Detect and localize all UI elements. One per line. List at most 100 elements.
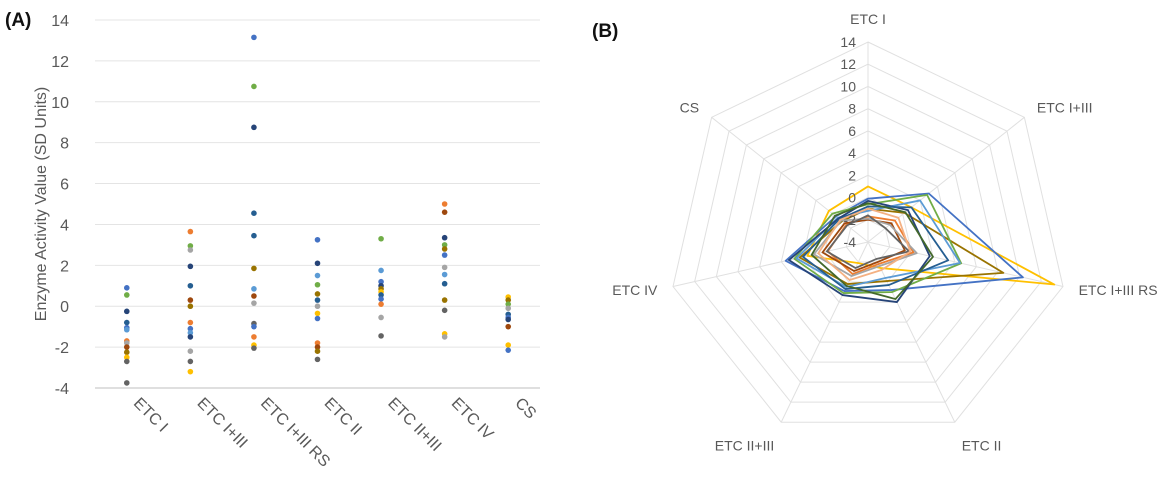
radar-grid-ring <box>802 174 934 303</box>
scatter-point <box>441 234 448 241</box>
scatter-point <box>251 300 257 306</box>
radar-grid-ring <box>694 63 1042 403</box>
scatter-point <box>314 348 321 355</box>
radar-r-tick-label: 4 <box>848 145 856 161</box>
radar-series-line <box>810 202 934 300</box>
scatter-point <box>505 316 512 323</box>
radar-chart: -4 -2 0 2 4 6 8 10 12 14 ETC I ETC I+III ETC I+III … <box>612 11 1157 454</box>
scatter-point <box>441 264 448 271</box>
y-tick-label: 8 <box>60 136 69 153</box>
radar-spoke <box>672 241 869 287</box>
panel-b-label: (B) <box>592 21 618 42</box>
scatter-point <box>187 247 194 253</box>
radar-grid-ring <box>715 85 1021 383</box>
radar-r-tick-label: -2 <box>844 212 857 228</box>
scatter-point <box>314 291 321 297</box>
scatter-point <box>378 314 384 321</box>
scatter-point <box>378 296 384 302</box>
y-tick-label: 14 <box>51 13 69 30</box>
scatter-point <box>187 334 194 340</box>
scatter-point <box>123 319 130 326</box>
x-tick-label: ETC I+III <box>194 395 251 452</box>
radar-r-tick-label: 6 <box>848 123 856 139</box>
scatter-point <box>187 348 194 355</box>
radar-r-tick-label: 8 <box>848 101 856 117</box>
scatter-point <box>441 246 448 252</box>
scatter-point <box>441 334 448 340</box>
scatter-point <box>123 326 130 333</box>
scatter-point <box>441 280 448 287</box>
scatter-point <box>441 307 448 314</box>
scatter-point <box>251 334 257 340</box>
radar-series <box>784 185 1056 303</box>
scatter-y-axis-title: Enzyme Activity Value (SD Units) <box>33 87 50 321</box>
scatter-chart: -4 -2 0 2 4 6 8 10 12 14 Enzyme Activity Value (S… <box>33 13 540 471</box>
scatter-point <box>314 344 321 350</box>
y-tick-label: 10 <box>51 95 69 112</box>
scatter-point <box>187 228 194 235</box>
scatter-point <box>251 265 257 272</box>
radar-r-tick-label: 10 <box>840 78 856 94</box>
scatter-point <box>187 330 194 336</box>
scatter-point <box>505 342 512 348</box>
scatter-point <box>123 340 130 346</box>
radar-category-label: ETC I <box>850 11 886 27</box>
scatter-gridlines <box>95 19 540 389</box>
y-tick-label: 2 <box>60 258 69 275</box>
scatter-point <box>441 201 448 207</box>
scatter-point <box>378 235 384 242</box>
radar-category-label: ETC IV <box>612 282 658 298</box>
radar-category-label: ETC I+III RS <box>1079 282 1158 298</box>
radar-grid <box>672 41 1064 423</box>
scatter-point <box>505 347 512 353</box>
scatter-point <box>378 267 384 274</box>
scatter-point <box>314 340 321 346</box>
scatter-point <box>314 297 321 303</box>
scatter-point <box>441 271 448 278</box>
scatter-point <box>187 319 194 326</box>
scatter-point <box>123 344 130 350</box>
scatter-point <box>441 297 448 303</box>
scatter-point <box>123 358 130 365</box>
scatter-point <box>251 286 257 292</box>
scatter-point <box>251 210 257 216</box>
radar-r-tick-label: 2 <box>848 167 856 183</box>
scatter-point <box>314 356 321 363</box>
radar-category-label: ETC I+III <box>1037 99 1093 115</box>
scatter-point <box>187 282 194 289</box>
x-tick-label: CS <box>511 395 539 423</box>
scatter-points <box>123 34 512 386</box>
y-tick-label: -2 <box>55 340 69 357</box>
scatter-point <box>123 285 130 291</box>
scatter-point <box>505 323 512 330</box>
radar-r-tick-label: 12 <box>840 56 856 72</box>
scatter-point <box>187 358 194 365</box>
scatter-point <box>251 345 257 351</box>
y-tick-label: -4 <box>55 381 69 398</box>
radar-category-label: CS <box>680 99 699 115</box>
scatter-point <box>505 297 512 303</box>
scatter-point <box>251 83 257 90</box>
scatter-point <box>314 315 321 322</box>
radar-grid-ring <box>737 108 999 363</box>
radar-spoke <box>780 241 869 423</box>
scatter-point <box>187 263 194 270</box>
scatter-point <box>187 297 194 303</box>
scatter-point <box>123 380 130 386</box>
radar-series-line <box>825 214 911 269</box>
scatter-point <box>314 310 321 317</box>
scatter-point <box>441 242 448 248</box>
x-tick-label: ETC II <box>321 395 365 439</box>
scatter-point <box>505 305 512 312</box>
radar-spoke <box>867 241 1064 287</box>
scatter-point <box>251 323 257 330</box>
radar-series-line <box>802 205 950 290</box>
radar-category-label: ETC II+III <box>715 438 775 454</box>
scatter-point <box>187 325 194 332</box>
radar-category-label: ETC II <box>962 438 1002 454</box>
radar-r-tick-label: 0 <box>848 190 856 206</box>
scatter-point <box>123 349 130 356</box>
scatter-point <box>378 292 384 298</box>
radar-r-tick-labels: -4 -2 0 2 4 6 8 10 12 14 <box>840 34 856 250</box>
